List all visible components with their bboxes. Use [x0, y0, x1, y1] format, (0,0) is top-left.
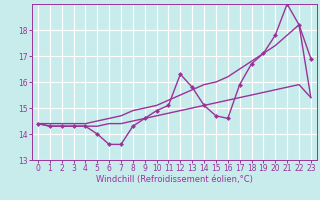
- X-axis label: Windchill (Refroidissement éolien,°C): Windchill (Refroidissement éolien,°C): [96, 175, 253, 184]
